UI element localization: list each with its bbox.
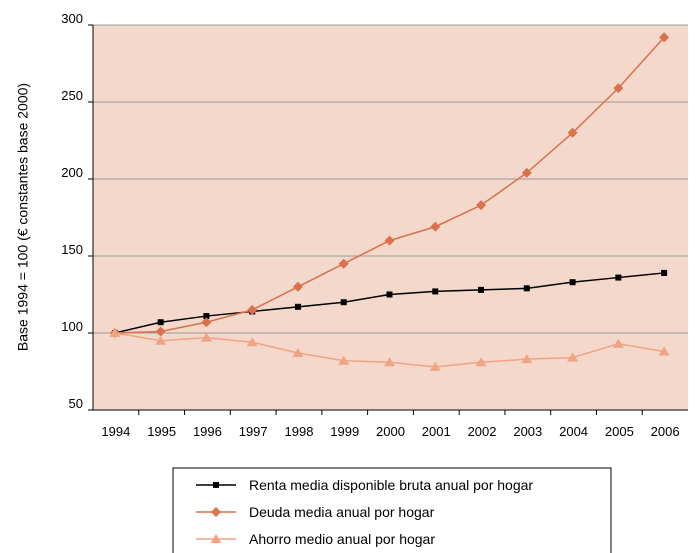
data-point [478,286,485,293]
data-point [109,328,121,337]
x-tick-label: 1994 [101,424,130,439]
plot-area [93,25,688,410]
legend-label: Renta media disponible bruta anual por h… [249,477,533,493]
data-point [476,200,487,211]
data-point [203,313,210,320]
data-point [384,357,395,367]
data-point [475,357,487,367]
data-point [429,361,441,371]
legend-swatch-marker [213,482,219,488]
x-tick-label: 2005 [605,424,634,439]
data-point [567,127,578,138]
data-point [292,281,303,292]
series-3 [109,328,670,371]
legend-item: Ahorro medio anual por hogar [196,531,435,547]
x-tick-label: 2004 [559,424,588,439]
data-point [523,285,530,292]
data-point [294,303,301,310]
series-group [109,32,670,371]
x-tick-label: 2006 [651,424,680,439]
data-point [569,279,576,286]
data-point [155,326,166,337]
data-point [521,167,532,178]
data-point [661,269,668,276]
data-point [615,274,622,281]
series-2 [109,32,670,338]
data-point [247,304,258,315]
x-tick-label: 2000 [376,424,405,439]
data-point [521,354,533,364]
x-tick-label: 2001 [422,424,451,439]
axes [92,25,688,411]
data-point [338,355,350,365]
legend-label: Deuda media anual por hogar [249,504,435,520]
x-tick-labels: 1994 1995 1996 1997 1998 1999 2000 2001 2002 2003… [101,410,680,439]
x-tick-label: 2003 [513,424,542,439]
x-tick-label: 1997 [239,424,268,439]
data-point [613,83,624,94]
legend: Renta media disponible bruta anual por h… [172,467,612,553]
data-point [432,288,439,295]
x-tick-label: 1995 [147,424,176,439]
legend-label: Ahorro medio anual por hogar [249,531,435,547]
x-tick-label: 2002 [468,424,497,439]
y-tick-label: 300 [61,11,83,26]
y-tick-labels: 50 100 150 200 250 300 [61,11,93,411]
y-tick-label: 250 [61,88,83,103]
y-tick-label: 200 [61,165,83,180]
data-point [659,32,670,43]
data-point [430,221,441,232]
y-axis-label: Base 1994 = 100 (€ constantes base 2000) [15,83,31,351]
data-point [386,291,393,298]
data-point [246,337,258,347]
data-point [292,348,304,358]
y-tick-label: 50 [69,396,83,411]
legend-box [172,467,612,553]
legend-swatch-marker [210,534,222,543]
grid-lines [93,24,688,334]
x-tick-label: 1996 [193,424,222,439]
data-point [338,258,349,269]
x-tick-label: 1999 [330,424,359,439]
data-point [200,332,212,342]
x-tick-label: 1998 [285,424,314,439]
legend-swatch-marker [211,507,221,517]
data-point [155,335,167,345]
legend-item: Renta media disponible bruta anual por h… [196,477,533,493]
data-point [567,352,579,362]
y-tick-label: 100 [61,319,83,334]
data-point [658,346,670,356]
y-tick-label: 150 [61,242,83,257]
data-point [157,319,164,326]
data-point [201,317,212,328]
data-point [384,235,395,246]
data-point [612,338,624,348]
data-point [340,299,347,306]
legend-item: Deuda media anual por hogar [196,504,435,520]
